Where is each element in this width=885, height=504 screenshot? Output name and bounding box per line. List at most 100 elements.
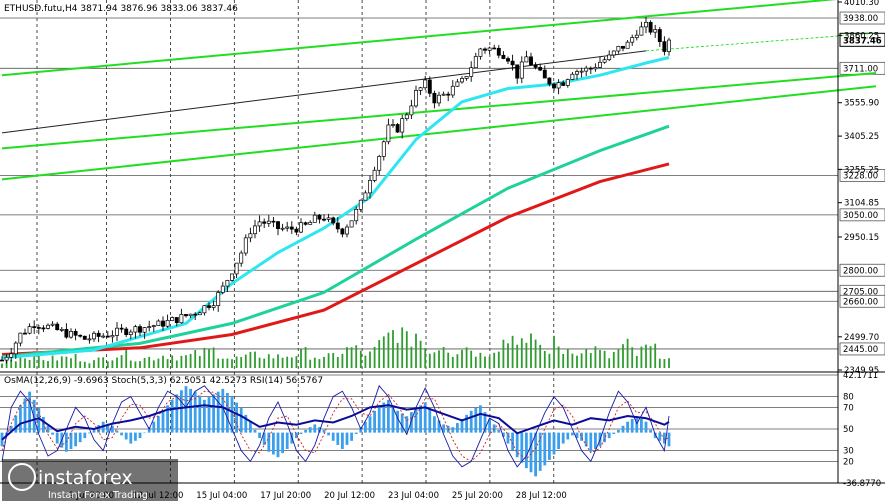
volume-bar — [212, 347, 215, 368]
volume-bar — [622, 344, 624, 368]
candle-body — [634, 34, 639, 38]
osma-bar — [216, 391, 220, 433]
osma-bar — [226, 392, 229, 433]
volume-bar — [617, 349, 620, 368]
candle-body — [207, 305, 211, 308]
channel-line — [1, 85, 877, 181]
osma-bar — [538, 432, 542, 471]
volume-bar — [668, 358, 670, 368]
volume-bar — [42, 360, 45, 368]
candle-body — [105, 335, 110, 338]
volume-bar — [180, 355, 183, 368]
volume-bar — [309, 359, 312, 368]
osma-bar — [354, 432, 358, 434]
candle-body — [450, 85, 455, 96]
candle-body — [400, 118, 405, 133]
candle-body — [515, 64, 520, 79]
osma-bar — [239, 408, 243, 433]
candle-body — [184, 314, 188, 317]
osma-bar — [322, 429, 326, 433]
osma-bar — [552, 432, 556, 455]
volume-bar — [474, 356, 477, 368]
osma-bar — [621, 425, 625, 433]
osma-bar — [111, 425, 114, 433]
osma-bar — [267, 432, 271, 452]
volume-bar — [143, 357, 146, 368]
volume-bar — [221, 358, 224, 368]
osma-bar — [88, 432, 91, 434]
price-tick-label: 2950.15 — [844, 233, 879, 243]
time-tick-label: 20 Jul 12:00 — [324, 491, 375, 501]
candle-body — [496, 47, 501, 56]
osma-bar — [649, 429, 652, 433]
osma-bar — [42, 416, 45, 433]
volume-bar — [594, 346, 597, 368]
candle-body — [32, 326, 37, 328]
chart-header: ETHUSD.futu,H4 3871.94 3876.96 3833.06 3… — [4, 4, 238, 14]
current-price-box — [839, 32, 885, 47]
level-label: 2660.00 — [843, 297, 878, 307]
level-label-box — [839, 294, 885, 308]
candle-body — [446, 93, 451, 96]
volume-bar — [120, 355, 123, 368]
volume-bar — [88, 363, 91, 368]
candle-body — [225, 280, 230, 287]
osma-bar — [14, 415, 18, 433]
volume-bar — [516, 344, 519, 368]
volume-bar — [198, 355, 201, 368]
level-label-box — [839, 208, 885, 222]
osma-bar — [534, 432, 537, 477]
candle-body — [524, 56, 529, 63]
volume-bar — [83, 361, 86, 368]
volume-bar — [419, 340, 422, 368]
volume-bar — [313, 357, 316, 368]
candle-body — [602, 59, 607, 63]
osma-bar — [313, 424, 317, 433]
osma-bar — [23, 398, 27, 433]
candle-body — [202, 305, 207, 314]
volume-bar — [387, 332, 390, 368]
volume-bar — [405, 331, 408, 368]
osma-bar — [433, 416, 436, 433]
candle-body — [0, 359, 4, 362]
price-tick-label: 2349.95 — [844, 366, 879, 376]
candle-body — [630, 37, 635, 43]
osma-bar — [456, 423, 459, 433]
osma-bar — [479, 405, 482, 433]
osma-bar — [663, 432, 666, 444]
volume-bar — [171, 355, 174, 368]
candle-body — [317, 214, 322, 220]
candle-body — [36, 327, 41, 329]
candle-body — [92, 332, 96, 340]
volume-bar — [603, 350, 606, 368]
osma-bar — [640, 418, 643, 433]
candle-body — [662, 41, 667, 52]
volume-bar — [497, 351, 500, 368]
level-label-box — [839, 342, 885, 356]
candle-body — [607, 54, 612, 61]
watermark-panel — [2, 459, 178, 501]
candle-body — [616, 45, 621, 52]
osma-bar — [143, 432, 146, 434]
volume-bar — [286, 356, 289, 368]
candle-body — [188, 313, 193, 317]
price-tick-label: 3104.85 — [844, 199, 879, 209]
volume-bar — [382, 336, 385, 368]
candle-body — [391, 124, 395, 126]
candle-body — [73, 331, 78, 336]
osma-bar — [92, 428, 96, 433]
volume-bar — [327, 353, 330, 368]
candle-body — [289, 226, 294, 230]
candle-body — [570, 73, 575, 80]
volume-bar — [438, 350, 440, 368]
candle-body — [230, 273, 234, 281]
candle-body — [464, 76, 469, 79]
osma-bar — [557, 432, 560, 450]
osma-bar — [272, 432, 275, 455]
osma-bar — [170, 399, 174, 433]
volume-bar — [493, 352, 496, 368]
osma-bar — [299, 432, 303, 434]
osma-bar — [437, 420, 441, 433]
time-tick-label: 17 Jul 20:00 — [260, 491, 311, 501]
